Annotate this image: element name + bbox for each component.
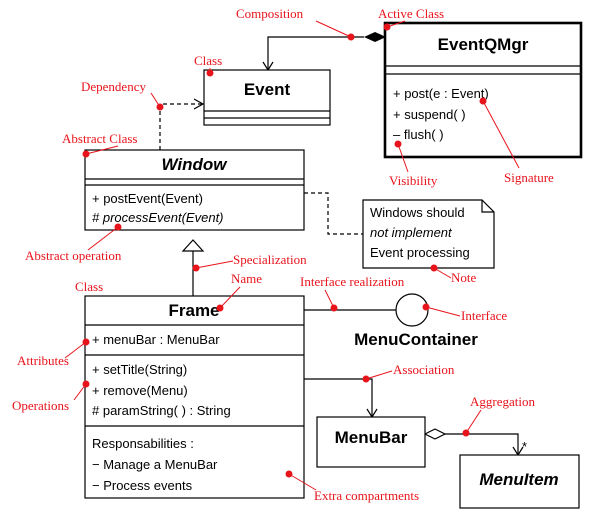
annotation-name: Name — [216, 271, 262, 312]
composition-diamond — [364, 32, 386, 42]
annotation-class-left: Class — [75, 279, 103, 294]
svg-text:Note: Note — [451, 270, 477, 285]
window-name: Window — [162, 155, 229, 174]
svg-text:Operations: Operations — [12, 398, 69, 413]
annotation-aggregation: Aggregation — [462, 394, 535, 437]
multiplicity-star: * — [522, 439, 527, 454]
annotation-association: Association — [362, 362, 455, 383]
svg-text:Attributes: Attributes — [17, 353, 69, 368]
svg-text:Extra compartments: Extra compartments — [314, 488, 419, 503]
annotation-dependency: Dependency — [81, 79, 164, 111]
annotation-note: Note — [430, 264, 477, 285]
svg-text:Interface realization: Interface realization — [300, 274, 405, 289]
frame-attr-menubar: + menuBar : MenuBar — [92, 332, 220, 347]
frame-extra-1: Responsabilities : — [92, 436, 194, 451]
frame-name: Frame — [168, 301, 219, 320]
class-menuitem[interactable]: MenuItem — [459, 454, 580, 509]
generalization-triangle — [181, 239, 205, 252]
aggregation-link: * — [423, 428, 527, 457]
annotation-abstract-operation: Abstract operation — [25, 223, 122, 263]
association-link — [304, 378, 378, 419]
eventqmgr-op-suspend: + suspend( ) — [393, 107, 466, 122]
specialization-link — [181, 239, 205, 296]
note-line-2: not implement — [370, 225, 453, 240]
aggregation-diamond — [423, 428, 447, 440]
svg-text:Class: Class — [75, 279, 103, 294]
annotation-interface: Interface — [422, 303, 507, 323]
svg-text:Abstract Class: Abstract Class — [62, 131, 137, 146]
frame-op-paramstring: # paramString( ) : String — [92, 403, 231, 418]
frame-extra-3: − Process events — [92, 478, 193, 493]
event-name: Event — [244, 80, 291, 99]
class-frame[interactable]: Frame + menuBar : MenuBar + setTitle(Str… — [84, 295, 305, 499]
frame-extra-2: − Manage a MenuBar — [92, 457, 218, 472]
class-eventqmgr[interactable]: EventQMgr + post(e : Event) + suspend( )… — [383, 21, 583, 159]
frame-op-settitle: + setTitle(String) — [92, 362, 187, 377]
svg-text:Signature: Signature — [504, 170, 554, 185]
composition-link — [262, 32, 386, 72]
svg-text:Aggregation: Aggregation — [470, 394, 535, 409]
class-menubar[interactable]: MenuBar — [316, 416, 426, 468]
svg-text:Visibility: Visibility — [389, 173, 438, 188]
annotation-composition: Composition — [236, 6, 355, 41]
menubar-name: MenuBar — [335, 428, 408, 447]
annotation-attributes: Attributes — [17, 338, 90, 368]
note-anchor — [304, 192, 363, 235]
menuitem-name: MenuItem — [479, 470, 558, 489]
interface-menucontainer[interactable]: MenuContainer — [354, 293, 478, 349]
annotation-active-class: Active Class — [378, 6, 444, 31]
svg-text:Class: Class — [194, 53, 222, 68]
menucontainer-name: MenuContainer — [354, 330, 478, 349]
note-line-1: Windows should — [370, 205, 465, 220]
svg-text:Active Class: Active Class — [378, 6, 444, 21]
annotation-class-top: Class — [194, 53, 222, 77]
note-line-3: Event processing — [370, 245, 470, 260]
svg-text:Abstract operation: Abstract operation — [25, 248, 122, 263]
svg-text:Association: Association — [393, 362, 455, 377]
svg-text:Interface: Interface — [461, 308, 507, 323]
svg-text:Dependency: Dependency — [81, 79, 146, 94]
svg-text:Name: Name — [231, 271, 262, 286]
class-event[interactable]: Event — [203, 69, 331, 126]
window-op-postevent: + postEvent(Event) — [92, 191, 203, 206]
dependency-link — [159, 98, 205, 150]
eventqmgr-op-post: + post(e : Event) — [393, 86, 489, 101]
annotation-extra-compartments: Extra compartments — [285, 470, 419, 503]
eventqmgr-name: EventQMgr — [438, 35, 529, 54]
annotation-signature: Signature — [479, 97, 554, 185]
annotation-visibility: Visibility — [389, 140, 438, 188]
window-op-processevent: # processEvent(Event) — [92, 210, 224, 225]
annotation-specialization: Specialization — [192, 252, 307, 272]
frame-op-remove: + remove(Menu) — [92, 383, 188, 398]
note-box[interactable]: Windows should not implement Event proce… — [362, 199, 495, 269]
annotation-abstract-class: Abstract Class — [62, 131, 137, 158]
annotation-interface-realization: Interface realization — [300, 274, 405, 312]
svg-text:Specialization: Specialization — [233, 252, 307, 267]
class-window[interactable]: Window + postEvent(Event) # processEvent… — [84, 149, 305, 231]
svg-text:Composition: Composition — [236, 6, 304, 21]
annotation-operations: Operations — [12, 380, 90, 413]
eventqmgr-op-flush: – flush( ) — [393, 127, 444, 142]
